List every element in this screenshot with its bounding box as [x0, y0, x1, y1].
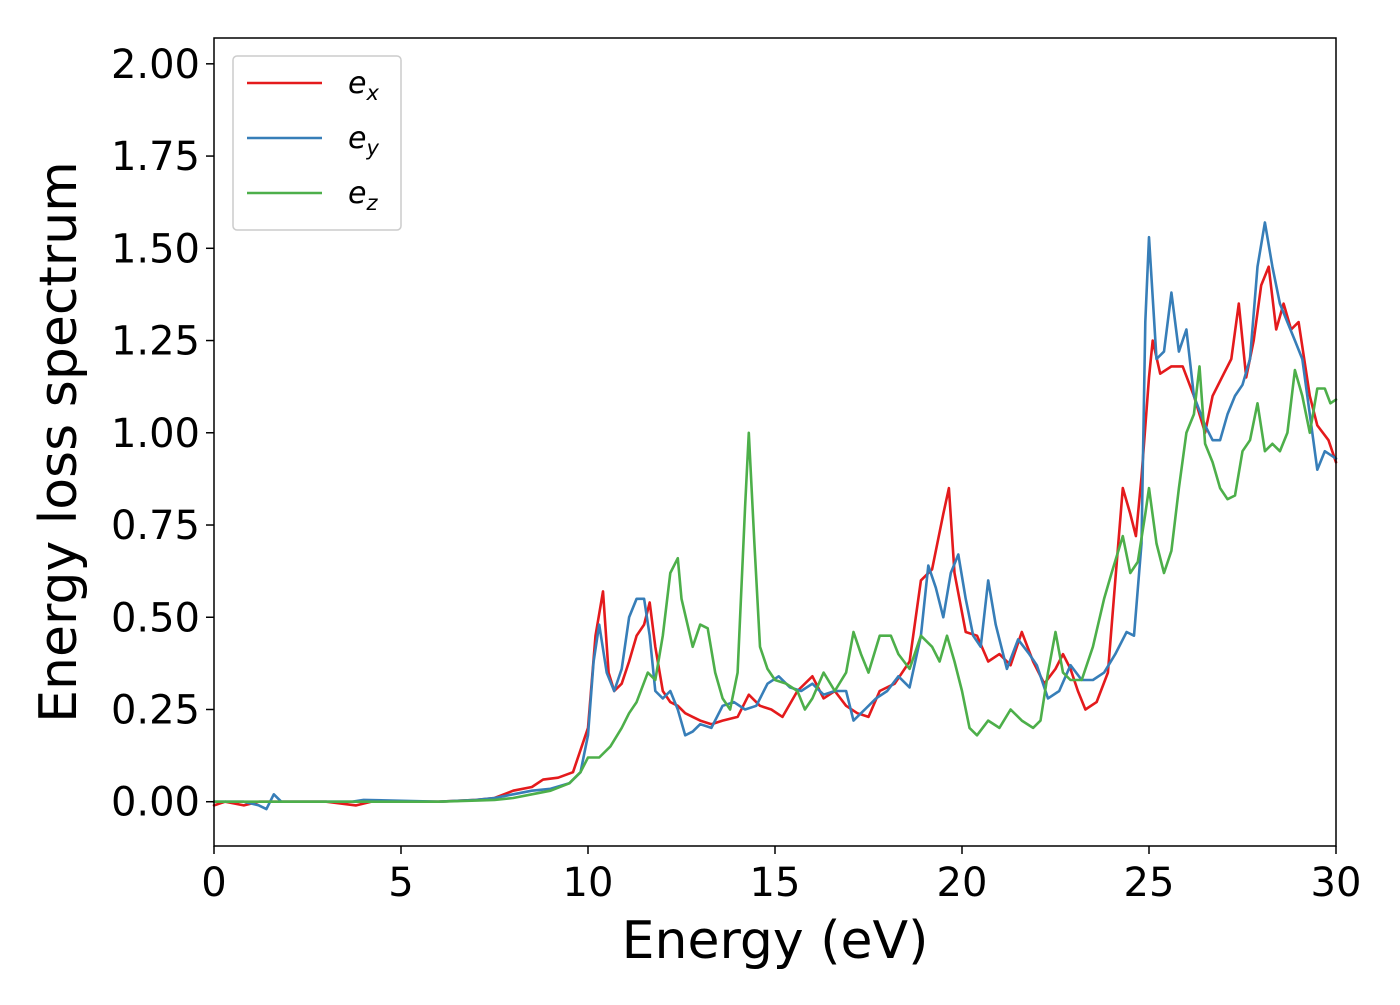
x-tick-label: 30 [1311, 860, 1362, 906]
x-axis-title: Energy (eV) [622, 911, 929, 971]
y-tick-label: 0.00 [111, 780, 200, 826]
x-tick-label: 0 [201, 860, 226, 906]
y-tick-label: 1.75 [111, 134, 200, 180]
y-tick-label: 0.25 [111, 687, 200, 733]
y-tick-label: 1.00 [111, 411, 200, 457]
series-layer [212, 221, 1338, 811]
series-line-z [212, 365, 1338, 803]
x-tick-label: 5 [388, 860, 413, 906]
x-tick-label: 25 [1124, 860, 1175, 906]
x-tick-label: 10 [563, 860, 614, 906]
y-tick-label: 1.50 [111, 226, 200, 272]
y-tick-label: 1.25 [111, 319, 200, 365]
legend-box [232, 55, 402, 231]
y-tick-label: 2.00 [111, 42, 200, 88]
x-tick-label: 20 [937, 860, 988, 906]
series-line-x [212, 265, 1338, 807]
series-line-y [212, 221, 1338, 811]
ticks-layer: 0 5 10 15 20 25 30 0.00 0.25 0.50 0.75 1.00 1.25 1.50… [111, 42, 1362, 906]
y-tick-label: 0.50 [111, 595, 200, 641]
y-tick-label: 0.75 [111, 503, 200, 549]
x-tick-label: 15 [750, 860, 801, 906]
y-axis-title: Energy loss spectrum [29, 161, 89, 723]
